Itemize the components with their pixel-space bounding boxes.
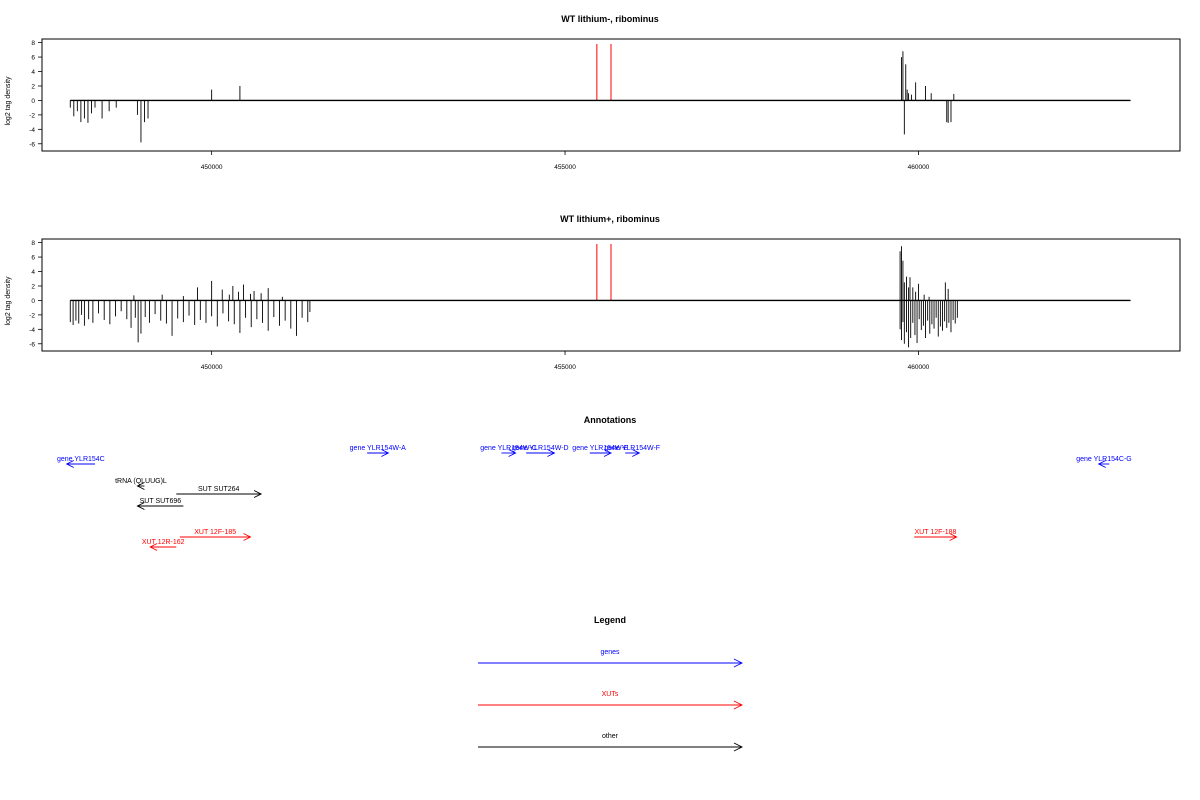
- annotation-feature: gene YLR154W-E: [572, 445, 629, 457]
- annotation-label: XUT 12F-185: [194, 529, 236, 536]
- annotation-label: gene YLR154C: [57, 456, 105, 463]
- annotation-arrowhead: [508, 449, 517, 457]
- legend-label: other: [602, 733, 619, 740]
- x-tick-label: 450000: [201, 164, 223, 171]
- y-tick-label: 8: [31, 240, 35, 247]
- annotation-label: gene YLR154C-G: [1076, 456, 1132, 463]
- legend-entry: genes: [478, 649, 744, 668]
- y-tick-label: 4: [31, 69, 35, 76]
- y-tick-label: 6: [31, 55, 35, 62]
- annotation-feature: XUT 12F-185: [179, 529, 252, 541]
- y-tick-label: -4: [29, 327, 35, 334]
- annotations-track: Annotations gene YLR154C tRNA (QLUUG)L SUT…: [57, 415, 1132, 551]
- x-tick-label: 455000: [554, 364, 576, 371]
- plot-frame: [41, 38, 1181, 152]
- annotation-arrowhead: [136, 482, 145, 490]
- y-tick-label: 0: [31, 98, 35, 105]
- y-tick-label: -6: [29, 341, 35, 348]
- annotation-label: gene YLR154W-D: [512, 445, 569, 452]
- annotation-label: gene YLR154W-E: [572, 445, 628, 452]
- annotation-arrowhead: [65, 460, 74, 468]
- annotation-label: gene YLR154W-A: [350, 445, 406, 452]
- annotation-arrowhead: [149, 543, 158, 551]
- annotation-arrowhead: [381, 449, 390, 457]
- y-tick-label: -2: [29, 112, 35, 119]
- y-tick-label: 8: [31, 40, 35, 47]
- y-tick-label: 2: [31, 283, 35, 290]
- y-axis-label: log2 tag density: [5, 76, 12, 126]
- y-tick-label: 4: [31, 269, 35, 276]
- panel-lithium-minus: WT lithium-, ribominus log2 tag density …: [5, 14, 1181, 171]
- annotation-feature: gene YLR154W-C: [480, 445, 537, 457]
- annotation-feature: XUT 12F-188: [914, 529, 958, 541]
- y-tick-label: -6: [29, 141, 35, 148]
- panel-title: WT lithium-, ribominus: [561, 14, 659, 24]
- legend-entry: XUTs: [478, 691, 744, 710]
- x-axis: 450000 455000 460000: [201, 351, 930, 371]
- annotation-label: tRNA (QLUUG)L: [115, 478, 167, 485]
- y-tick-label: 2: [31, 83, 35, 90]
- y-tick-label: -4: [29, 127, 35, 134]
- plot-frame: [41, 238, 1181, 352]
- y-axis: -6 -4 -2 0 2 4 6 8: [29, 40, 42, 148]
- y-tick-label: 6: [31, 255, 35, 262]
- annotation-feature: gene YLR154W-F: [604, 445, 660, 457]
- annotation-feature: tRNA (QLUUG)L: [115, 478, 167, 490]
- annotation-label: gene YLR154W-C: [480, 445, 537, 452]
- annotation-arrowhead: [1097, 460, 1106, 468]
- x-tick-label: 450000: [201, 364, 223, 371]
- y-axis: -6 -4 -2 0 2 4 6 8: [29, 240, 42, 348]
- annotation-arrowhead: [243, 533, 252, 541]
- y-axis-label: log2 tag density: [5, 276, 12, 326]
- plot-area: [69, 244, 1131, 348]
- x-tick-label: 455000: [554, 164, 576, 171]
- legend-arrowhead: [733, 700, 744, 710]
- panel-lithium-plus: WT lithium+, ribominus log2 tag density …: [5, 214, 1181, 371]
- annotation-label: SUT SUT696: [140, 498, 182, 505]
- annotation-feature: gene YLR154C: [57, 456, 105, 468]
- legend-arrowhead: [733, 742, 744, 752]
- annotation-arrowhead: [949, 533, 958, 541]
- annotation-feature: gene YLR154C-G: [1076, 456, 1132, 468]
- y-tick-label: -2: [29, 312, 35, 319]
- annotation-arrowhead: [603, 449, 613, 457]
- x-axis: 450000 455000 460000: [201, 151, 930, 171]
- annotation-feature: SUT SUT264: [176, 486, 263, 498]
- panel-title: WT lithium+, ribominus: [560, 214, 660, 224]
- legend-entry: other: [478, 733, 744, 752]
- legend-title: Legend: [594, 615, 626, 625]
- annotation-feature: gene YLR154W-A: [350, 445, 406, 457]
- plot-area: [69, 44, 1131, 143]
- legend-label: genes: [600, 649, 620, 656]
- x-tick-label: 460000: [908, 164, 930, 171]
- annotation-arrowhead: [136, 502, 145, 510]
- annotation-arrowhead: [632, 449, 641, 457]
- y-tick-label: 0: [31, 298, 35, 305]
- legend: Legend genes XUTs other: [478, 615, 744, 752]
- annotation-label: SUT SUT264: [198, 486, 240, 493]
- annotation-label: XUT 12R-162: [142, 539, 185, 546]
- legend-label: XUTs: [602, 691, 619, 698]
- annotation-label: XUT 12F-188: [914, 529, 956, 536]
- annotation-feature: SUT SUT696: [136, 498, 184, 510]
- annotation-feature: gene YLR154W-D: [512, 445, 569, 457]
- x-tick-label: 460000: [908, 364, 930, 371]
- annotation-arrowhead: [253, 490, 263, 498]
- annotation-feature: XUT 12R-162: [142, 539, 185, 551]
- legend-arrowhead: [733, 658, 744, 668]
- annotations-title: Annotations: [584, 415, 637, 425]
- annotation-label: gene YLR154W-F: [604, 445, 660, 452]
- annotation-arrowhead: [547, 449, 556, 457]
